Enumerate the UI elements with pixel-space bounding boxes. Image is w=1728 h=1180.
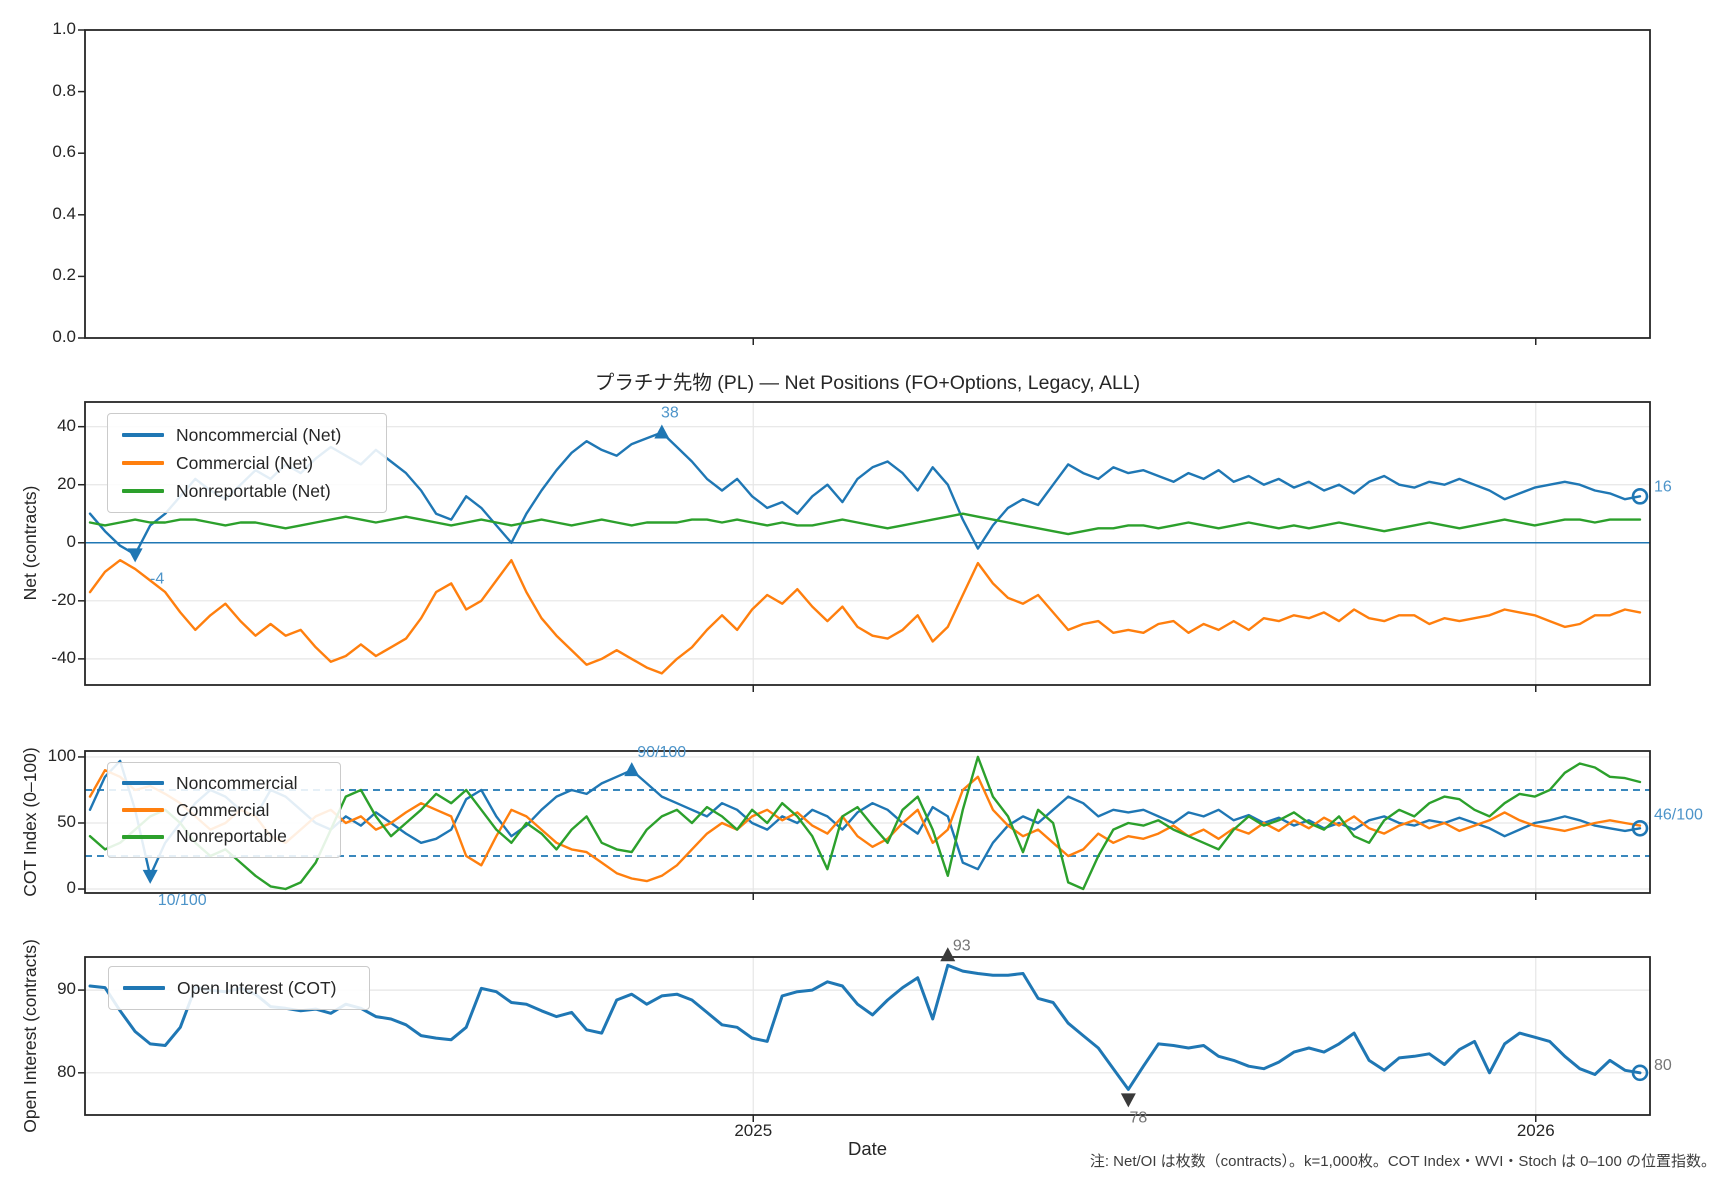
y-tick-label: 0.6: [52, 142, 76, 162]
legend-cot-index: Noncommercial Commercial Nonreportable: [107, 762, 341, 858]
annotation-value-label: 10/100: [158, 892, 207, 909]
ylabel-open-interest: Open Interest (contracts): [20, 939, 40, 1133]
series-line-noncommercial: [88, 759, 1642, 877]
y-tick-label: 80: [57, 1061, 76, 1081]
line-swatch-commercial: [122, 808, 164, 812]
legend-open-interest: Open Interest (COT): [108, 966, 370, 1010]
series-line-nonreportable: [88, 755, 1642, 891]
y-tick-label: 50: [57, 811, 76, 831]
series-line-nonreportable-net-: [88, 512, 1642, 536]
legend-net-positions: Noncommercial (Net) Commercial (Net) Non…: [107, 413, 387, 513]
legend-label: Commercial: [176, 799, 270, 820]
y-tick-label: 0: [66, 531, 76, 551]
line-swatch-nonreportable: [122, 489, 164, 493]
y-tick-label: 20: [57, 473, 76, 493]
trough-marker-triangle-down: [142, 869, 158, 884]
axes-spines: [84, 29, 1651, 339]
legend-label: Open Interest (COT): [177, 977, 337, 998]
line-swatch-open-interest: [123, 986, 165, 990]
y-tick-label: 0.2: [52, 265, 76, 285]
last-value-marker-circle: [1631, 1064, 1649, 1082]
annotation-value-label: 78: [1129, 1109, 1147, 1126]
series-line-commercial: [88, 769, 1642, 883]
y-tick-label: 90: [57, 979, 76, 999]
legend-item: Nonreportable (Net): [122, 477, 372, 505]
trough-marker-triangle-down: [127, 548, 143, 563]
trough-marker-triangle-down: [1120, 1093, 1136, 1108]
line-swatch-commercial: [122, 461, 164, 465]
y-tick-label: 100: [47, 745, 76, 765]
legend-item: Nonreportable: [122, 823, 326, 850]
legend-item: Open Interest (COT): [123, 974, 355, 1002]
y-tick-label: 0: [66, 878, 76, 898]
y-tick-label: 0.8: [52, 80, 76, 100]
footnote-note: 注: Net/OI は枚数（contracts）。k=1,000枚。COT In…: [1089, 1153, 1716, 1170]
peak-marker-triangle-up: [654, 424, 670, 439]
annotation-value-label: 80: [1654, 1057, 1672, 1074]
legend-label: Nonreportable (Net): [176, 480, 331, 501]
legend-label: Nonreportable: [176, 826, 287, 847]
axes-spines: [84, 956, 1651, 1116]
annotation-value-label: -4: [150, 570, 164, 587]
legend-item: Noncommercial: [122, 770, 326, 797]
legend-label: Noncommercial (Net): [176, 424, 342, 445]
y-tick-label: 0.0: [52, 327, 76, 346]
annotation-value-label: 93: [953, 937, 971, 954]
net-positions-title: プラチナ先物 (PL) — Net Positions (FO+Options,…: [594, 372, 1141, 394]
line-swatch-nonreportable: [122, 834, 164, 839]
y-tick-label: 40: [57, 415, 76, 435]
series-line-commercial-net-: [88, 559, 1642, 675]
y-tick-label: -20: [51, 589, 76, 609]
annotation-value-label: 90/100: [637, 744, 686, 761]
axes-spines: [84, 750, 1651, 894]
last-value-marker-circle: [1631, 819, 1649, 837]
y-tick-label: 1.0: [52, 19, 76, 38]
line-swatch-noncommercial: [122, 781, 164, 786]
y-tick-label: -40: [51, 647, 76, 667]
xlabel-date: Date: [847, 1138, 888, 1159]
peak-marker-triangle-up: [624, 762, 640, 777]
line-swatch-noncommercial: [122, 433, 164, 437]
legend-item: Noncommercial (Net): [122, 421, 372, 449]
x-tick-label: 2025: [734, 1121, 773, 1140]
annotation-value-label: 38: [661, 404, 679, 421]
last-value-marker-circle: [1631, 488, 1649, 505]
x-tick-label: 2026: [1516, 1121, 1555, 1140]
legend-label: Commercial (Net): [176, 452, 314, 473]
y-tick-label: 0.4: [52, 203, 76, 223]
legend-label: Noncommercial: [176, 772, 298, 793]
annotation-value-label: 46/100: [1654, 806, 1703, 823]
legend-item: Commercial: [122, 797, 326, 824]
peak-marker-triangle-up: [940, 947, 956, 962]
legend-item: Commercial (Net): [122, 449, 372, 477]
annotation-value-label: 16: [1654, 478, 1672, 495]
